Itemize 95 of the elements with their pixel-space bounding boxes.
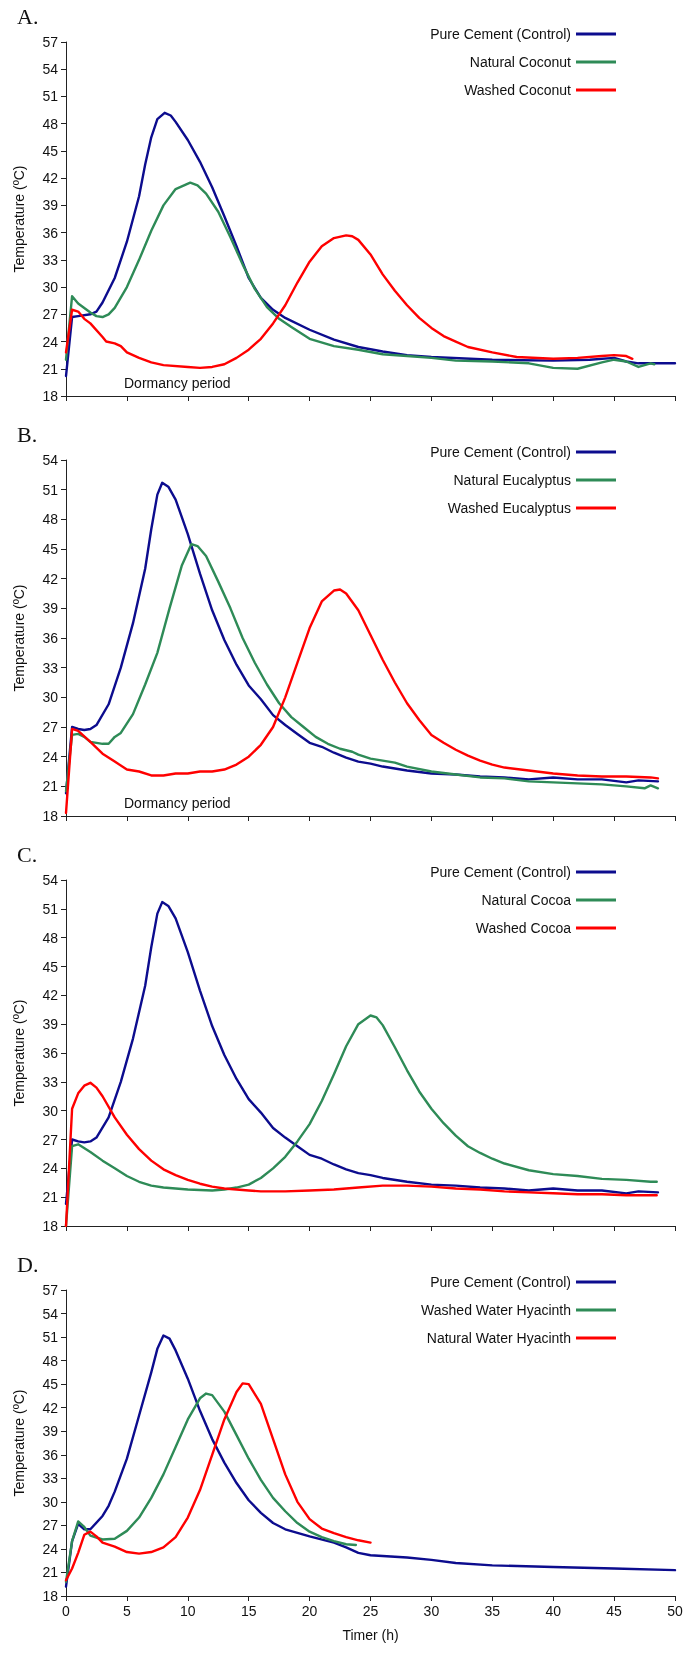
y-tick-label: 57 — [42, 1282, 59, 1298]
x-tick-label: 50 — [667, 1603, 683, 1619]
legend-label: Washed Eucalyptus — [447, 500, 571, 516]
y-tick-label: 21 — [42, 1564, 59, 1581]
legend-label: Washed Water Hyacinth — [421, 1302, 571, 1318]
y-tick-label: 39 — [42, 600, 59, 617]
y-tick-label: 30 — [42, 279, 59, 296]
y-tick-label: 54 — [42, 872, 59, 888]
x-tick-label: 15 — [240, 1603, 257, 1619]
y-tick-label: 18 — [42, 808, 59, 824]
y-tick-label: 48 — [42, 929, 59, 946]
y-tick-label: 51 — [42, 1329, 59, 1346]
y-tick-label: 51 — [42, 88, 59, 105]
line-series — [64, 542, 660, 793]
legend-label: Natural Eucalyptus — [453, 472, 571, 488]
x-tick-label: 45 — [606, 1603, 623, 1619]
y-tick-label: 33 — [42, 1073, 59, 1090]
y-tick-label: 24 — [42, 333, 59, 350]
y-tick-label: 36 — [42, 224, 59, 241]
x-tick-label: 20 — [301, 1603, 318, 1619]
y-tick-label: 36 — [42, 1446, 59, 1463]
y-tick-label: 42 — [42, 1399, 59, 1416]
y-tick-label: 33 — [42, 1470, 59, 1487]
legend-label: Pure Cement (Control) — [430, 1274, 571, 1290]
y-tick-label: 39 — [42, 1016, 59, 1033]
legend-label: Natural Cocoa — [481, 892, 572, 908]
y-tick-label: 48 — [42, 1352, 59, 1369]
y-tick-label: 45 — [42, 142, 59, 159]
y-axis-title: Temperature (ºC) — [11, 999, 27, 1107]
y-tick-label: 21 — [42, 1189, 59, 1206]
chart-title: A. — [17, 3, 39, 29]
y-tick-label: 57 — [42, 34, 59, 50]
line-series — [64, 1081, 658, 1228]
y-tick-label: 33 — [42, 251, 59, 268]
legend-label: Pure Cement (Control) — [430, 444, 571, 460]
y-tick-label: 18 — [42, 1218, 59, 1234]
y-tick-label: 30 — [42, 1493, 59, 1510]
y-axis-title: Temperature (ºC) — [11, 584, 27, 692]
y-tick-label: 18 — [42, 388, 59, 404]
line-series — [64, 588, 660, 815]
y-tick-label: 54 — [42, 452, 59, 468]
line-series — [64, 181, 656, 370]
line-series — [64, 1334, 677, 1588]
legend-label: Washed Cocoa — [475, 920, 572, 936]
y-tick-label: 27 — [42, 719, 59, 735]
x-tick-label: 30 — [423, 1603, 440, 1619]
y-tick-label: 18 — [42, 1588, 59, 1604]
annotation: Dormancy period — [124, 795, 231, 811]
x-tick-label: 0 — [62, 1603, 71, 1619]
y-tick-label: 24 — [42, 1160, 59, 1177]
y-tick-label: 51 — [42, 481, 59, 498]
x-tick-label: 10 — [180, 1603, 196, 1619]
x-tick-label: 25 — [362, 1603, 379, 1619]
line-series — [64, 234, 634, 370]
y-tick-label: 33 — [42, 659, 59, 676]
y-tick-label: 42 — [42, 987, 59, 1004]
y-tick-label: 21 — [42, 360, 59, 377]
y-tick-label: 27 — [42, 306, 59, 323]
y-tick-label: 30 — [42, 689, 59, 706]
y-tick-label: 39 — [42, 197, 59, 214]
y-tick-label: 51 — [42, 900, 59, 917]
line-series — [64, 111, 677, 378]
y-tick-label: 36 — [42, 1045, 59, 1061]
y-tick-label: 45 — [42, 541, 59, 557]
y-axis-title: Temperature (ºC) — [11, 1389, 27, 1497]
legend-label: Natural Coconut — [469, 54, 572, 70]
x-axis-title: Timer (h) — [342, 1627, 399, 1643]
chart-title: D. — [17, 1251, 39, 1277]
y-axis-title: Temperature (ºC) — [11, 165, 27, 273]
y-tick-label: 30 — [42, 1102, 59, 1119]
y-tick-label: 54 — [42, 61, 59, 78]
y-tick-label: 24 — [42, 748, 59, 765]
x-tick-label: 5 — [123, 1603, 131, 1619]
y-tick-label: 54 — [42, 1305, 59, 1322]
y-tick-label: 42 — [42, 570, 59, 587]
y-tick-label: 48 — [42, 115, 59, 132]
y-tick-label: 24 — [42, 1540, 59, 1557]
y-tick-label: 27 — [42, 1517, 59, 1534]
legend-label: Natural Water Hyacinth — [426, 1330, 571, 1346]
legend-label: Washed Coconut — [464, 82, 572, 98]
annotation: Dormancy period — [124, 375, 231, 391]
y-tick-label: 27 — [42, 1131, 59, 1148]
legend-label: Pure Cement (Control) — [430, 864, 571, 880]
legend-label: Pure Cement (Control) — [430, 26, 571, 42]
y-tick-label: 42 — [42, 170, 59, 187]
y-tick-label: 45 — [42, 1376, 59, 1393]
y-tick-label: 36 — [42, 630, 59, 646]
x-tick-label: 40 — [545, 1603, 562, 1619]
y-tick-label: 21 — [42, 778, 59, 795]
y-tick-label: 45 — [42, 958, 59, 975]
x-tick-label: 35 — [484, 1603, 501, 1619]
chart-title: B. — [17, 421, 38, 447]
y-tick-label: 39 — [42, 1423, 59, 1440]
chart-title: C. — [17, 841, 38, 867]
y-tick-label: 48 — [42, 511, 59, 528]
